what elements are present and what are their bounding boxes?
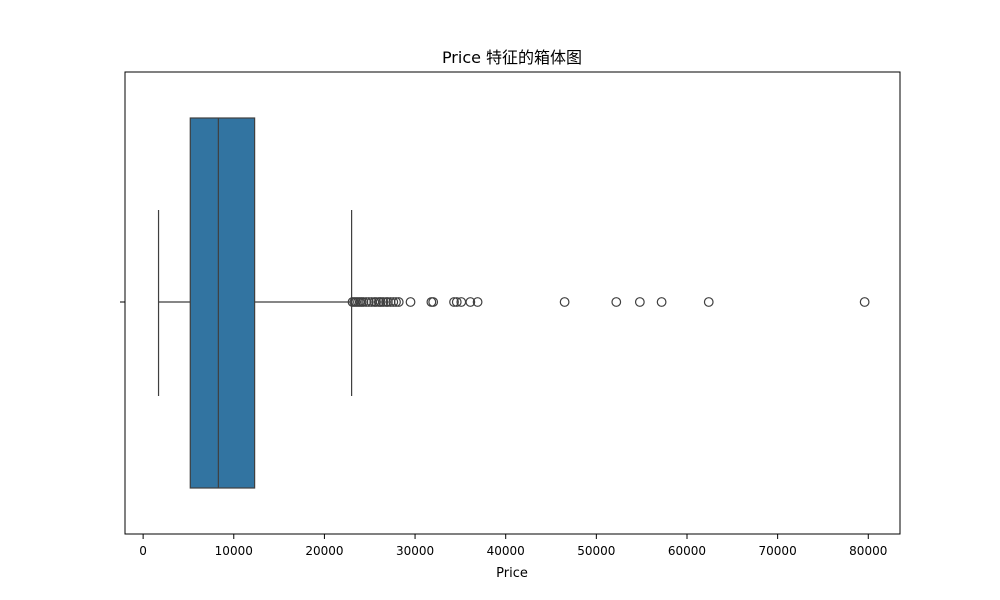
box-group [157, 117, 353, 489]
outlier-point [859, 297, 870, 307]
x-tick-label: 50000 [577, 544, 615, 558]
outlier-point [363, 297, 374, 307]
x-tick-label: 20000 [305, 544, 343, 558]
x-tick-label: 80000 [849, 544, 887, 558]
x-tick-label: 0 [139, 544, 147, 558]
interquartile-box [189, 117, 256, 489]
outlier-point [611, 297, 622, 307]
outlier-point [378, 297, 389, 307]
x-tick-label: 70000 [759, 544, 797, 558]
x-axis-label: Price [496, 566, 528, 581]
x-tick-label: 10000 [215, 544, 253, 558]
outlier-point [393, 297, 404, 307]
outlier-point [465, 297, 476, 307]
outlier-point [391, 297, 401, 307]
x-tick-label: 30000 [396, 544, 434, 558]
x-axis: 0 10000 20000 30000 40000 50000 60000 70000 8000… [139, 534, 887, 558]
x-tick-label: 60000 [668, 544, 706, 558]
outlier-point [428, 297, 439, 307]
outlier-group [347, 297, 870, 307]
outlier-point [703, 297, 714, 307]
chart-title: Price 特征的箱体图 [442, 48, 582, 67]
x-tick-label: 40000 [487, 544, 525, 558]
outlier-point [371, 297, 381, 307]
outlier-point [451, 297, 462, 307]
outlier-point [405, 297, 416, 307]
outlier-point [388, 297, 399, 307]
outlier-point [656, 297, 667, 307]
plot-area-frame [124, 71, 901, 535]
outlier-point [449, 297, 459, 307]
outlier-point [375, 297, 386, 307]
outlier-point [634, 297, 645, 307]
outlier-point [472, 297, 483, 307]
outlier-point [559, 297, 570, 307]
